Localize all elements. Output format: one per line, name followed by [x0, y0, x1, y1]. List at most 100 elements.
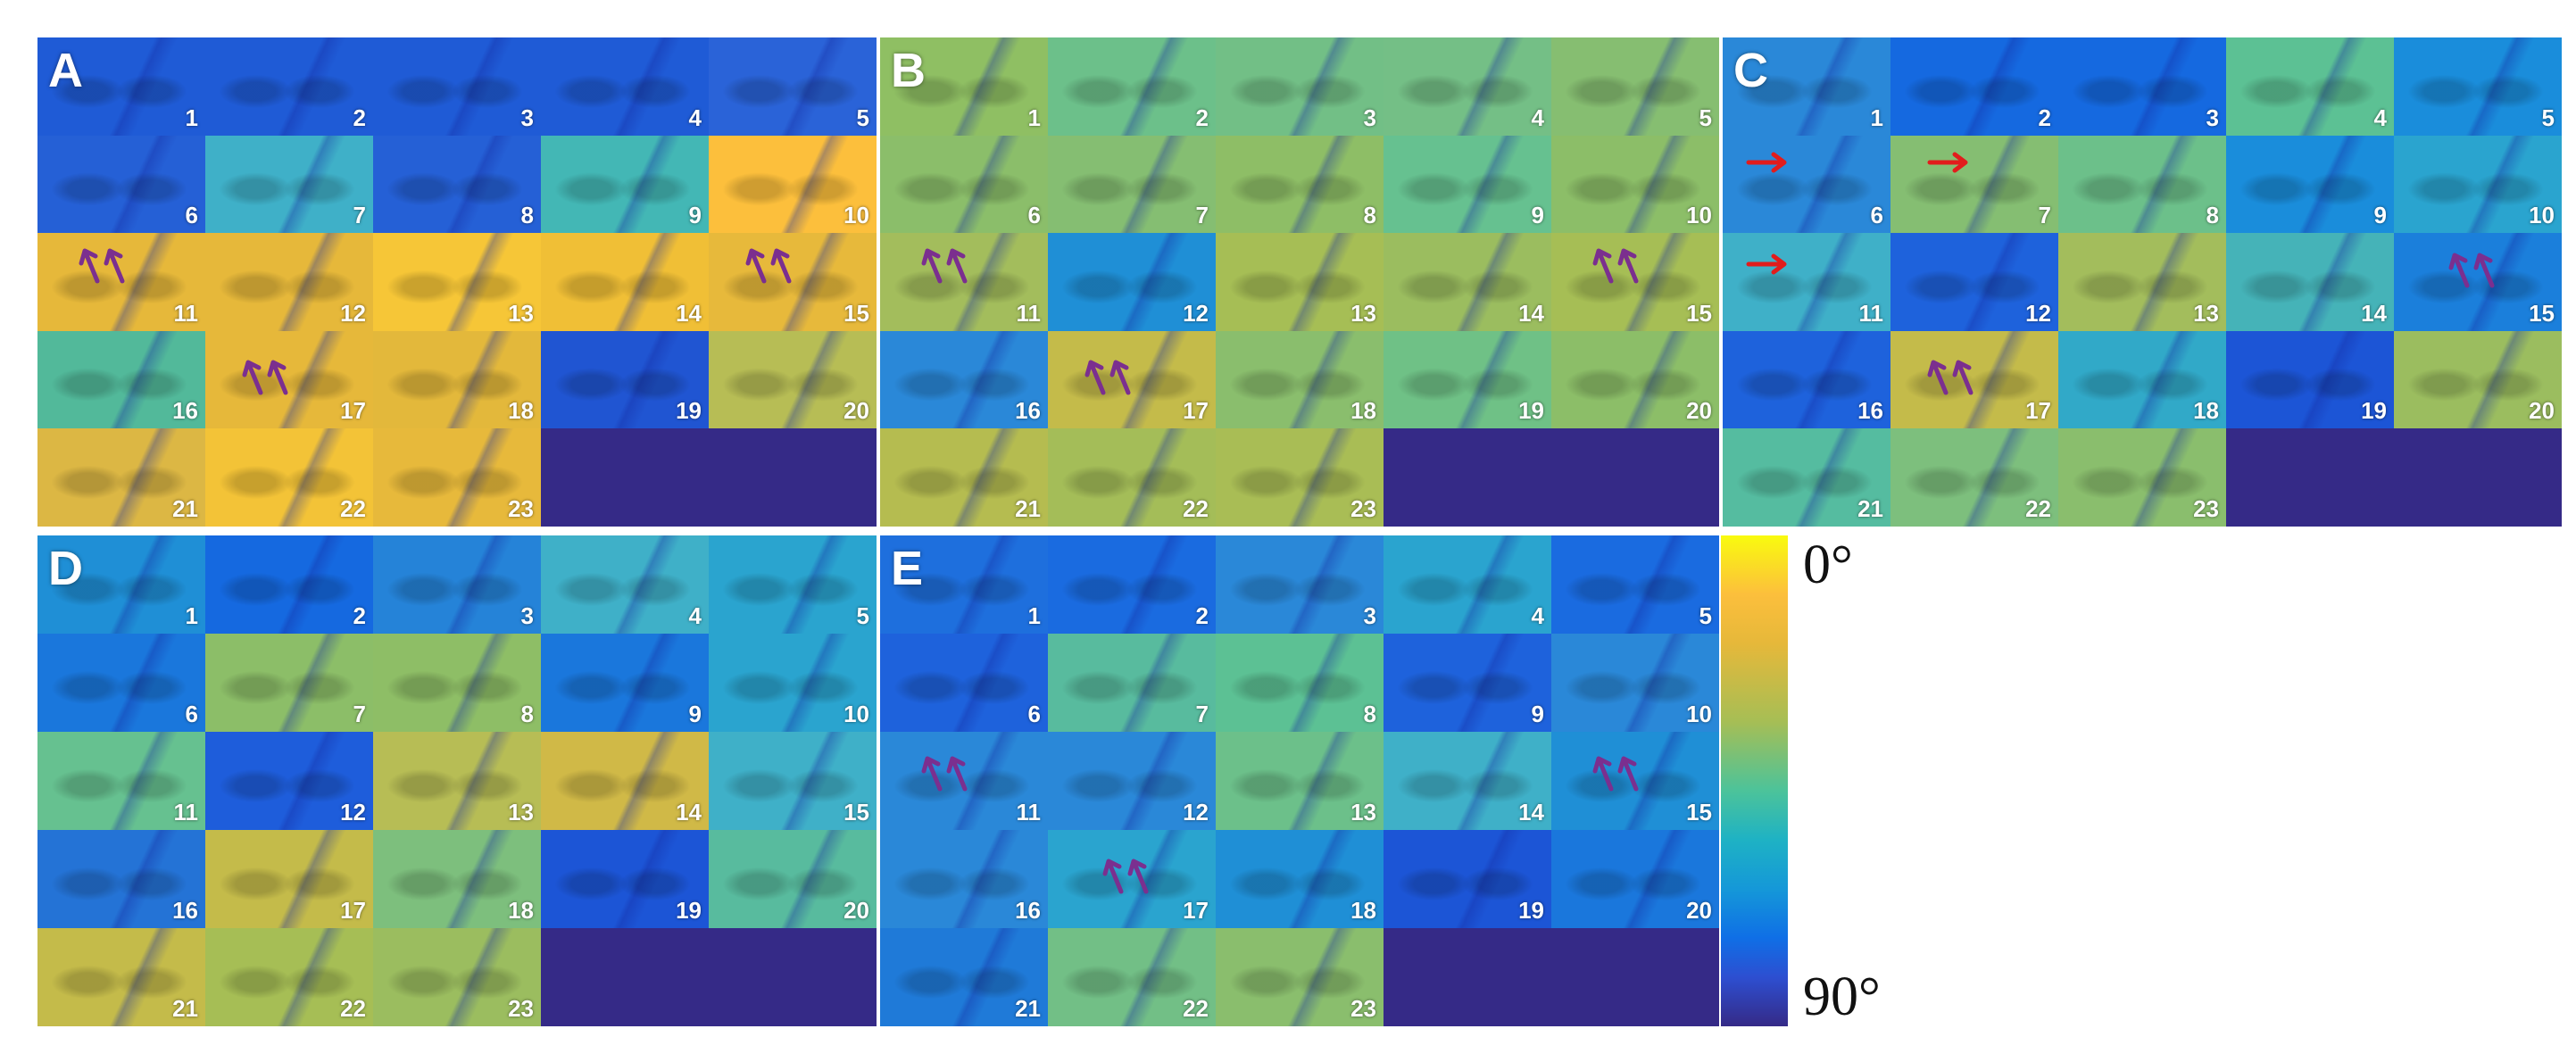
tile: 4 [2226, 37, 2394, 136]
tile: 2 [1890, 37, 2058, 136]
colorbar [1721, 535, 1788, 1026]
tile-number: 9 [688, 701, 702, 727]
tile-number: 22 [340, 995, 366, 1022]
tile-number: 15 [2529, 299, 2555, 327]
tile-number: 13 [2193, 299, 2219, 327]
tile-number: 7 [353, 701, 366, 727]
tile-number: 21 [1015, 494, 1041, 522]
tile: 8 [2058, 135, 2226, 234]
tile: 21 [1723, 428, 1890, 527]
tile-number: 1 [1870, 104, 1883, 131]
tile: 12 [1048, 233, 1216, 331]
tile-number: 18 [508, 397, 534, 425]
tile-number: 23 [2193, 494, 2219, 522]
tile-number: 10 [1686, 701, 1712, 727]
tile-number: 15 [843, 799, 869, 826]
tile: 10 [2394, 135, 2562, 234]
tile: 22 [205, 928, 373, 1026]
tile-number: 2 [1195, 602, 1209, 629]
tile-number: 16 [172, 897, 198, 924]
panel-label: D [48, 542, 83, 595]
tile: 10 [709, 135, 877, 234]
tile-number: 23 [1350, 995, 1376, 1022]
tile: 1 [1723, 37, 1890, 136]
empty-tile [2394, 428, 2562, 527]
tile: 11 [37, 233, 205, 331]
tile-number: 6 [185, 701, 198, 727]
tile: 15 [709, 732, 877, 830]
empty-tile [1384, 928, 1551, 1026]
tile: 19 [2226, 330, 2394, 429]
tile: 9 [1384, 634, 1551, 732]
tile-number: 7 [353, 202, 366, 229]
tile-number: 17 [1183, 397, 1209, 425]
tile-number: 14 [2361, 299, 2387, 327]
tile-number: 23 [1350, 494, 1376, 522]
tile: 2 [1048, 535, 1216, 634]
tile: 4 [1384, 37, 1551, 136]
tile: 6 [37, 135, 205, 234]
tile-number: 17 [340, 397, 366, 425]
tile-number: 19 [1518, 897, 1544, 924]
tile-number: 3 [520, 602, 534, 629]
tile: 9 [541, 135, 709, 234]
tile: 16 [880, 330, 1048, 429]
tile-number: 20 [2529, 397, 2555, 425]
tile-number: 18 [2193, 397, 2219, 425]
tile-number: 20 [1686, 897, 1712, 924]
tile: 20 [709, 330, 877, 429]
panel-d: 1 2 3 4 5 6 7 8 9 10 11 12 13 14 15 16 17 18 19 20 21 22 23 D [37, 535, 877, 1026]
purple-arrow-icon [1591, 750, 1654, 799]
tile: 13 [1216, 732, 1384, 830]
tile: 3 [1216, 37, 1384, 136]
tile-number: 18 [508, 897, 534, 924]
tile-number: 4 [688, 602, 702, 629]
tile-number: 8 [520, 701, 534, 727]
tile: 6 [37, 634, 205, 732]
tile: 12 [1890, 233, 2058, 331]
tile-number: 11 [1858, 299, 1884, 327]
tile-number: 23 [508, 494, 534, 522]
purple-arrow-icon [1591, 242, 1654, 291]
tile: 5 [709, 37, 877, 136]
tile: 19 [541, 330, 709, 429]
tile-number: 1 [185, 104, 198, 131]
tile-number: 22 [1183, 995, 1209, 1022]
colorbar-bottom-label: 90° [1803, 967, 1881, 1027]
tile-number: 2 [353, 602, 366, 629]
tile-number: 19 [676, 897, 702, 924]
tile: 8 [373, 634, 541, 732]
tile: 18 [2058, 330, 2226, 429]
tile-number: 18 [1350, 897, 1376, 924]
tile: 12 [1048, 732, 1216, 830]
tile-number: 12 [2025, 299, 2051, 327]
tile-number: 4 [2373, 104, 2387, 131]
tile-number: 6 [1027, 202, 1041, 229]
tile: 19 [1384, 330, 1551, 429]
tile: 21 [37, 428, 205, 527]
tile: 7 [1890, 135, 2058, 234]
tile: 5 [709, 535, 877, 634]
colorbar-top-label: 0° [1803, 535, 1853, 595]
tile-number: 12 [340, 799, 366, 826]
tile: 7 [205, 135, 373, 234]
tile-number: 11 [1016, 299, 1042, 327]
tile-number: 16 [1857, 397, 1883, 425]
tile: 15 [1551, 233, 1719, 331]
tile: 22 [205, 428, 373, 527]
tile-number: 6 [1027, 701, 1041, 727]
tile: 23 [1216, 428, 1384, 527]
tile: 1 [37, 535, 205, 634]
purple-arrow-icon [1101, 852, 1164, 901]
tile: 20 [1551, 330, 1719, 429]
tile-number: 13 [1350, 299, 1376, 327]
empty-tile [541, 428, 709, 527]
tile: 21 [880, 428, 1048, 527]
purple-arrow-icon [1084, 353, 1146, 402]
tile: 23 [373, 928, 541, 1026]
tile: 10 [1551, 634, 1719, 732]
tile-number: 19 [1518, 397, 1544, 425]
tile-number: 16 [1015, 897, 1041, 924]
purple-arrow-icon [2447, 246, 2510, 295]
tile-grid: 1 2 3 4 5 6 7 8 9 10 11 12 13 14 15 16 17 18 19 20 21 22 23 [37, 535, 877, 1026]
